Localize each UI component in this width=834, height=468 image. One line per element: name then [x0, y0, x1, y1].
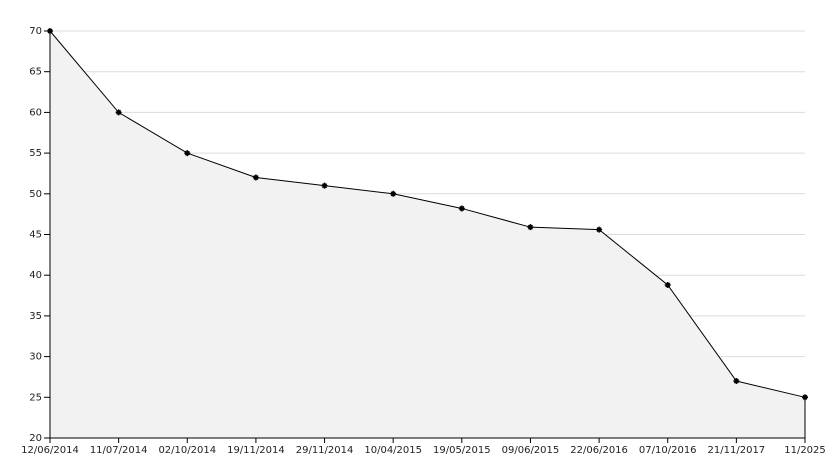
y-tick-label: 50 — [29, 189, 42, 200]
x-tick-label: 11/07/2014 — [90, 445, 148, 456]
y-tick-label: 20 — [29, 433, 42, 444]
y-tick-label: 30 — [29, 352, 42, 363]
y-tick-label: 25 — [29, 392, 42, 403]
x-tick-label: 21/11/2017 — [708, 445, 766, 456]
point-marker — [252, 174, 259, 181]
area — [50, 31, 805, 438]
y-tick-label: 70 — [29, 26, 42, 37]
point-marker — [802, 394, 808, 401]
point-marker — [321, 182, 328, 189]
line — [49, 30, 806, 398]
point-marker — [115, 109, 122, 116]
point-marker — [733, 378, 740, 385]
x-tick-label: 07/10/2016 — [639, 445, 697, 456]
y-tick-label: 45 — [29, 230, 42, 241]
x-tick-label: 11/2025 — [784, 445, 826, 456]
x-tick-label: 10/04/2015 — [364, 445, 422, 456]
point-marker — [527, 224, 534, 231]
x-tick-label: 19/05/2015 — [433, 445, 491, 456]
y-tick-label: 40 — [29, 270, 42, 281]
point-marker — [458, 205, 465, 212]
point-marker — [390, 190, 397, 197]
x-tick-label: 12/06/2014 — [21, 445, 79, 456]
y-tick-label: 65 — [29, 67, 42, 78]
point-marker — [47, 28, 53, 34]
x-tick-label: 19/11/2014 — [227, 445, 285, 456]
point-marker — [664, 281, 671, 288]
x-tick-label: 29/11/2014 — [296, 445, 354, 456]
x-tick-label: 09/06/2015 — [502, 445, 560, 456]
y-tick-label: 35 — [29, 311, 42, 322]
x-tick-label: 22/06/2016 — [570, 445, 628, 456]
y-tick-label: 55 — [29, 148, 42, 159]
point-marker — [184, 150, 191, 157]
x-tick-label: 02/10/2014 — [158, 445, 216, 456]
point-marker — [596, 226, 603, 233]
y-tick-label: 60 — [29, 107, 42, 118]
